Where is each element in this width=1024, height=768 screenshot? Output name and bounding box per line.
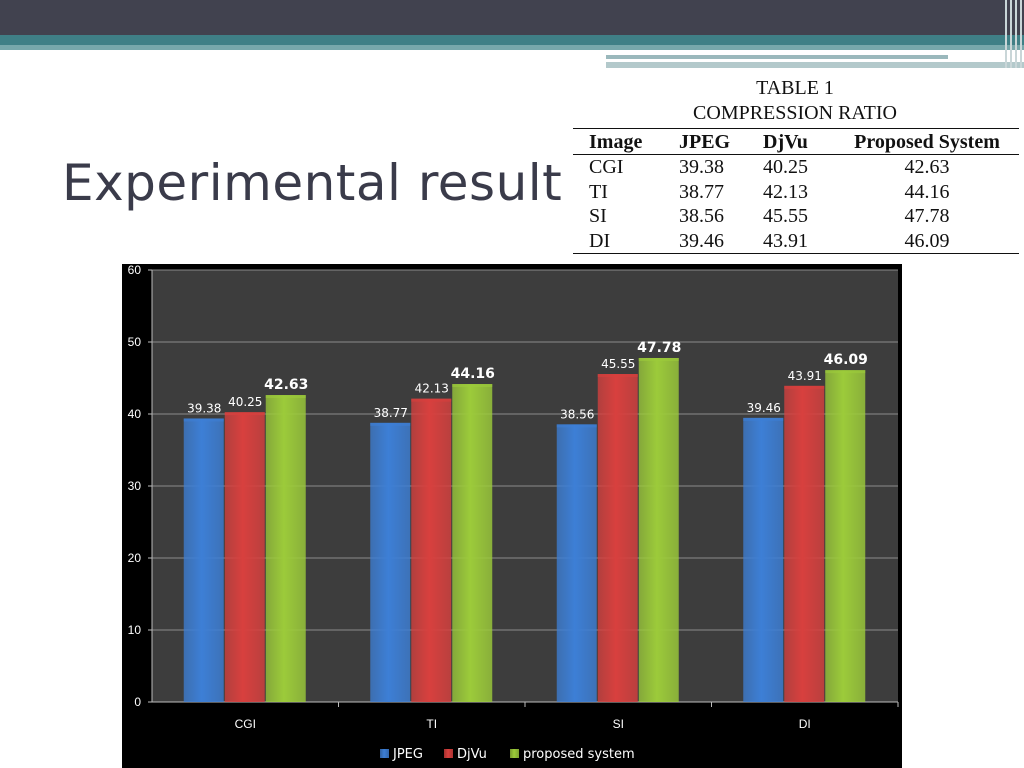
decorative-line — [606, 55, 948, 59]
legend-swatch — [444, 749, 453, 758]
bar-djvu — [411, 398, 452, 702]
bar-proposed-system — [265, 395, 306, 702]
table-cell: CGI — [589, 156, 624, 178]
table-cell: 39.38 — [679, 156, 724, 178]
table-cell: 42.13 — [763, 180, 808, 203]
bar-top-highlight — [597, 374, 638, 378]
data-label: 47.78 — [637, 340, 681, 356]
bar-proposed-system — [638, 357, 679, 702]
bar-top-highlight — [743, 417, 784, 421]
header-accent-stripe-light — [0, 45, 1024, 50]
x-tick-label: TI — [426, 717, 437, 731]
table-cell: 44.16 — [904, 180, 950, 203]
table-cell: DI — [573, 228, 675, 254]
bar-jpeg — [370, 422, 411, 702]
table-header-cell: DjVu — [759, 128, 835, 155]
data-label: 39.38 — [187, 401, 221, 415]
bar-jpeg — [183, 418, 224, 702]
y-tick-label: 60 — [128, 264, 142, 277]
table-cell: 42.63 — [904, 156, 950, 178]
decorative-vertical-lines — [992, 0, 1022, 68]
bar-top-highlight — [784, 385, 825, 389]
y-tick-label: 0 — [134, 695, 141, 709]
bar-chart: 0 10 20 30 40 50 60 39.38 40.25 42.63 CGI 38.77 42.1… — [122, 264, 902, 768]
table-cell: 38.56 — [679, 205, 724, 227]
table-cell: 38.77 — [679, 180, 724, 203]
data-label: 46.09 — [824, 352, 868, 368]
table-header-cell: JPEG — [675, 128, 759, 155]
bar-proposed-system — [452, 384, 493, 702]
y-tick-label: 30 — [128, 479, 142, 493]
table-caption-title: COMPRESSION RATIO — [693, 102, 897, 124]
legend-label: DjVu — [457, 747, 487, 762]
bar-top-highlight — [638, 357, 679, 361]
bar-top-highlight — [224, 412, 265, 416]
bar-top-highlight — [183, 418, 224, 422]
table-cell: 47.78 — [904, 205, 950, 227]
header-bar — [0, 0, 1024, 35]
bar-top-highlight — [452, 384, 493, 388]
bar-top-highlight — [411, 398, 452, 402]
x-tick-label: SI — [613, 717, 624, 731]
y-tick-label: 40 — [128, 407, 142, 421]
legend-swatch — [510, 749, 519, 758]
data-label: 39.46 — [747, 401, 781, 415]
data-label: 42.13 — [415, 382, 449, 396]
table-row: TI 38.77 42.13 44.16 — [573, 180, 1019, 205]
x-tick-label: DI — [799, 717, 811, 731]
data-label: 42.63 — [264, 377, 308, 393]
y-tick-label: 50 — [128, 335, 142, 349]
table-row: SI 38.56 45.55 47.78 — [573, 204, 1019, 229]
table-cell: 46.09 — [835, 228, 1019, 254]
header-accent-stripe — [0, 35, 1024, 45]
bar-top-highlight — [825, 370, 866, 374]
table-cell: SI — [589, 205, 607, 227]
decorative-line — [606, 62, 1024, 68]
bar-djvu — [224, 412, 265, 702]
bar-proposed-system — [825, 370, 866, 702]
bar-djvu — [597, 374, 638, 702]
data-label: 43.91 — [788, 369, 822, 383]
compression-table-figure: TABLE 1 COMPRESSION RATIO Image JPEG DjV… — [573, 76, 1019, 254]
data-label: 38.56 — [560, 407, 594, 421]
table-cell: TI — [589, 180, 608, 203]
data-label: 44.16 — [451, 366, 495, 382]
table-header-cell: Proposed System — [835, 128, 1019, 155]
legend-label: proposed system — [523, 747, 635, 762]
table-row: DI 39.46 43.91 46.09 — [573, 228, 1019, 254]
table-cell: 40.25 — [763, 156, 808, 178]
bar-top-highlight — [556, 424, 597, 428]
table-cell: 39.46 — [675, 228, 759, 254]
data-label: 38.77 — [374, 406, 408, 420]
legend-label: JPEG — [392, 747, 423, 762]
y-tick-label: 10 — [128, 623, 142, 637]
table-caption-number: TABLE 1 — [756, 77, 834, 99]
data-label: 40.25 — [228, 395, 262, 409]
x-tick-label: CGI — [235, 717, 256, 731]
bar-top-highlight — [370, 422, 411, 426]
table-cell: 45.55 — [763, 205, 808, 227]
table-cell: 43.91 — [759, 228, 835, 254]
bar-jpeg — [556, 424, 597, 702]
bar-top-highlight — [265, 395, 306, 399]
slide-title: Experimental result — [62, 154, 563, 212]
legend-swatch — [380, 749, 389, 758]
compression-ratio-table: Image JPEG DjVu Proposed System CGI 39.3… — [573, 128, 1019, 254]
y-tick-label: 20 — [128, 551, 142, 565]
data-label: 45.55 — [601, 357, 635, 371]
table-header-cell: Image — [573, 128, 675, 155]
bar-djvu — [784, 385, 825, 702]
table-header-row: Image JPEG DjVu Proposed System — [573, 128, 1019, 155]
bar-jpeg — [743, 417, 784, 702]
table-row: CGI 39.38 40.25 42.63 — [573, 155, 1019, 180]
